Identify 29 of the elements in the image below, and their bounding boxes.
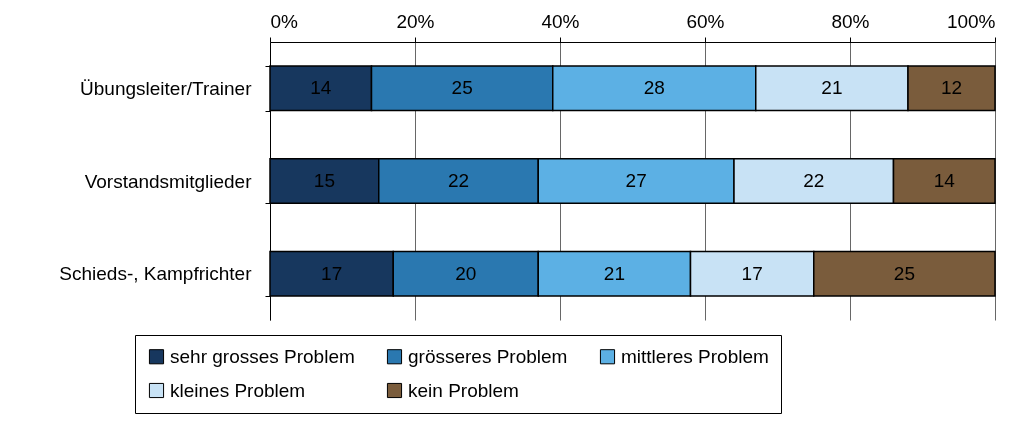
data-label: 27 [625,170,647,191]
x-tick-label: 0% [270,10,299,32]
y-tick-label: Übungsleiter/Trainer [80,77,253,99]
data-label: 14 [933,170,956,191]
data-label: 22 [447,170,470,191]
x-tick-label: 40% [541,10,580,32]
x-tick-label: 80% [831,10,870,32]
data-label: 21 [603,262,625,284]
data-label: 17 [741,262,763,284]
data-label: 22 [803,170,825,191]
data-label: 14 [310,77,332,99]
data-label: 20 [455,262,477,284]
legend-label: mittleres Problem [621,345,769,367]
legend-label: sehr grosses Problem [170,345,355,367]
legend-label: grösseres Problem [408,345,568,367]
data-label: 15 [313,170,335,191]
data-label: 25 [893,262,915,284]
x-tick-label: 20% [396,10,435,32]
legend-label: kein Problem [408,379,519,401]
data-label: 17 [321,262,343,284]
data-label: 12 [940,77,963,99]
legend-label: kleines Problem [170,379,306,401]
x-tick-label: 100% [946,10,996,32]
data-label: 25 [451,77,473,99]
y-tick-label: Vorstandsmitglieder [84,170,253,192]
data-label: 28 [643,77,665,99]
x-tick-label: 60% [686,10,725,32]
data-label: 21 [821,77,843,99]
y-tick-label: Schieds-, Kampfrichter [59,263,253,285]
